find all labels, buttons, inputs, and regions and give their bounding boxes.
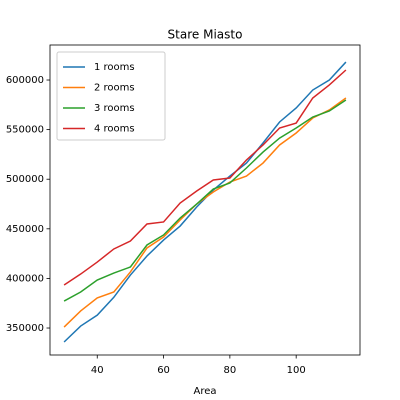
plot-frame — [49, 44, 361, 356]
x-tick-label: 40 — [91, 365, 104, 376]
x-axis-label: Area — [193, 386, 216, 397]
legend-label: 3 rooms — [94, 103, 135, 114]
chart-title: Stare Miasto — [168, 28, 243, 42]
x-tick-label: 80 — [223, 365, 236, 376]
legend-label: 4 rooms — [94, 124, 135, 135]
legend-label: 1 rooms — [94, 62, 135, 73]
x-tick-label: 60 — [157, 365, 170, 376]
y-tick-label: 600000 — [6, 75, 44, 86]
y-tick-label: 500000 — [6, 174, 44, 185]
y-tick-label: 400000 — [6, 273, 44, 284]
data-line — [63, 69, 347, 286]
y-tick-label: 350000 — [6, 323, 44, 334]
legend-label: 2 rooms — [94, 83, 135, 94]
y-tick-label: 550000 — [6, 125, 44, 136]
x-tick-label: 100 — [287, 365, 306, 376]
legend-box — [56, 51, 166, 141]
y-tick-label: 450000 — [6, 224, 44, 235]
data-line — [63, 99, 347, 302]
data-line — [63, 97, 347, 328]
